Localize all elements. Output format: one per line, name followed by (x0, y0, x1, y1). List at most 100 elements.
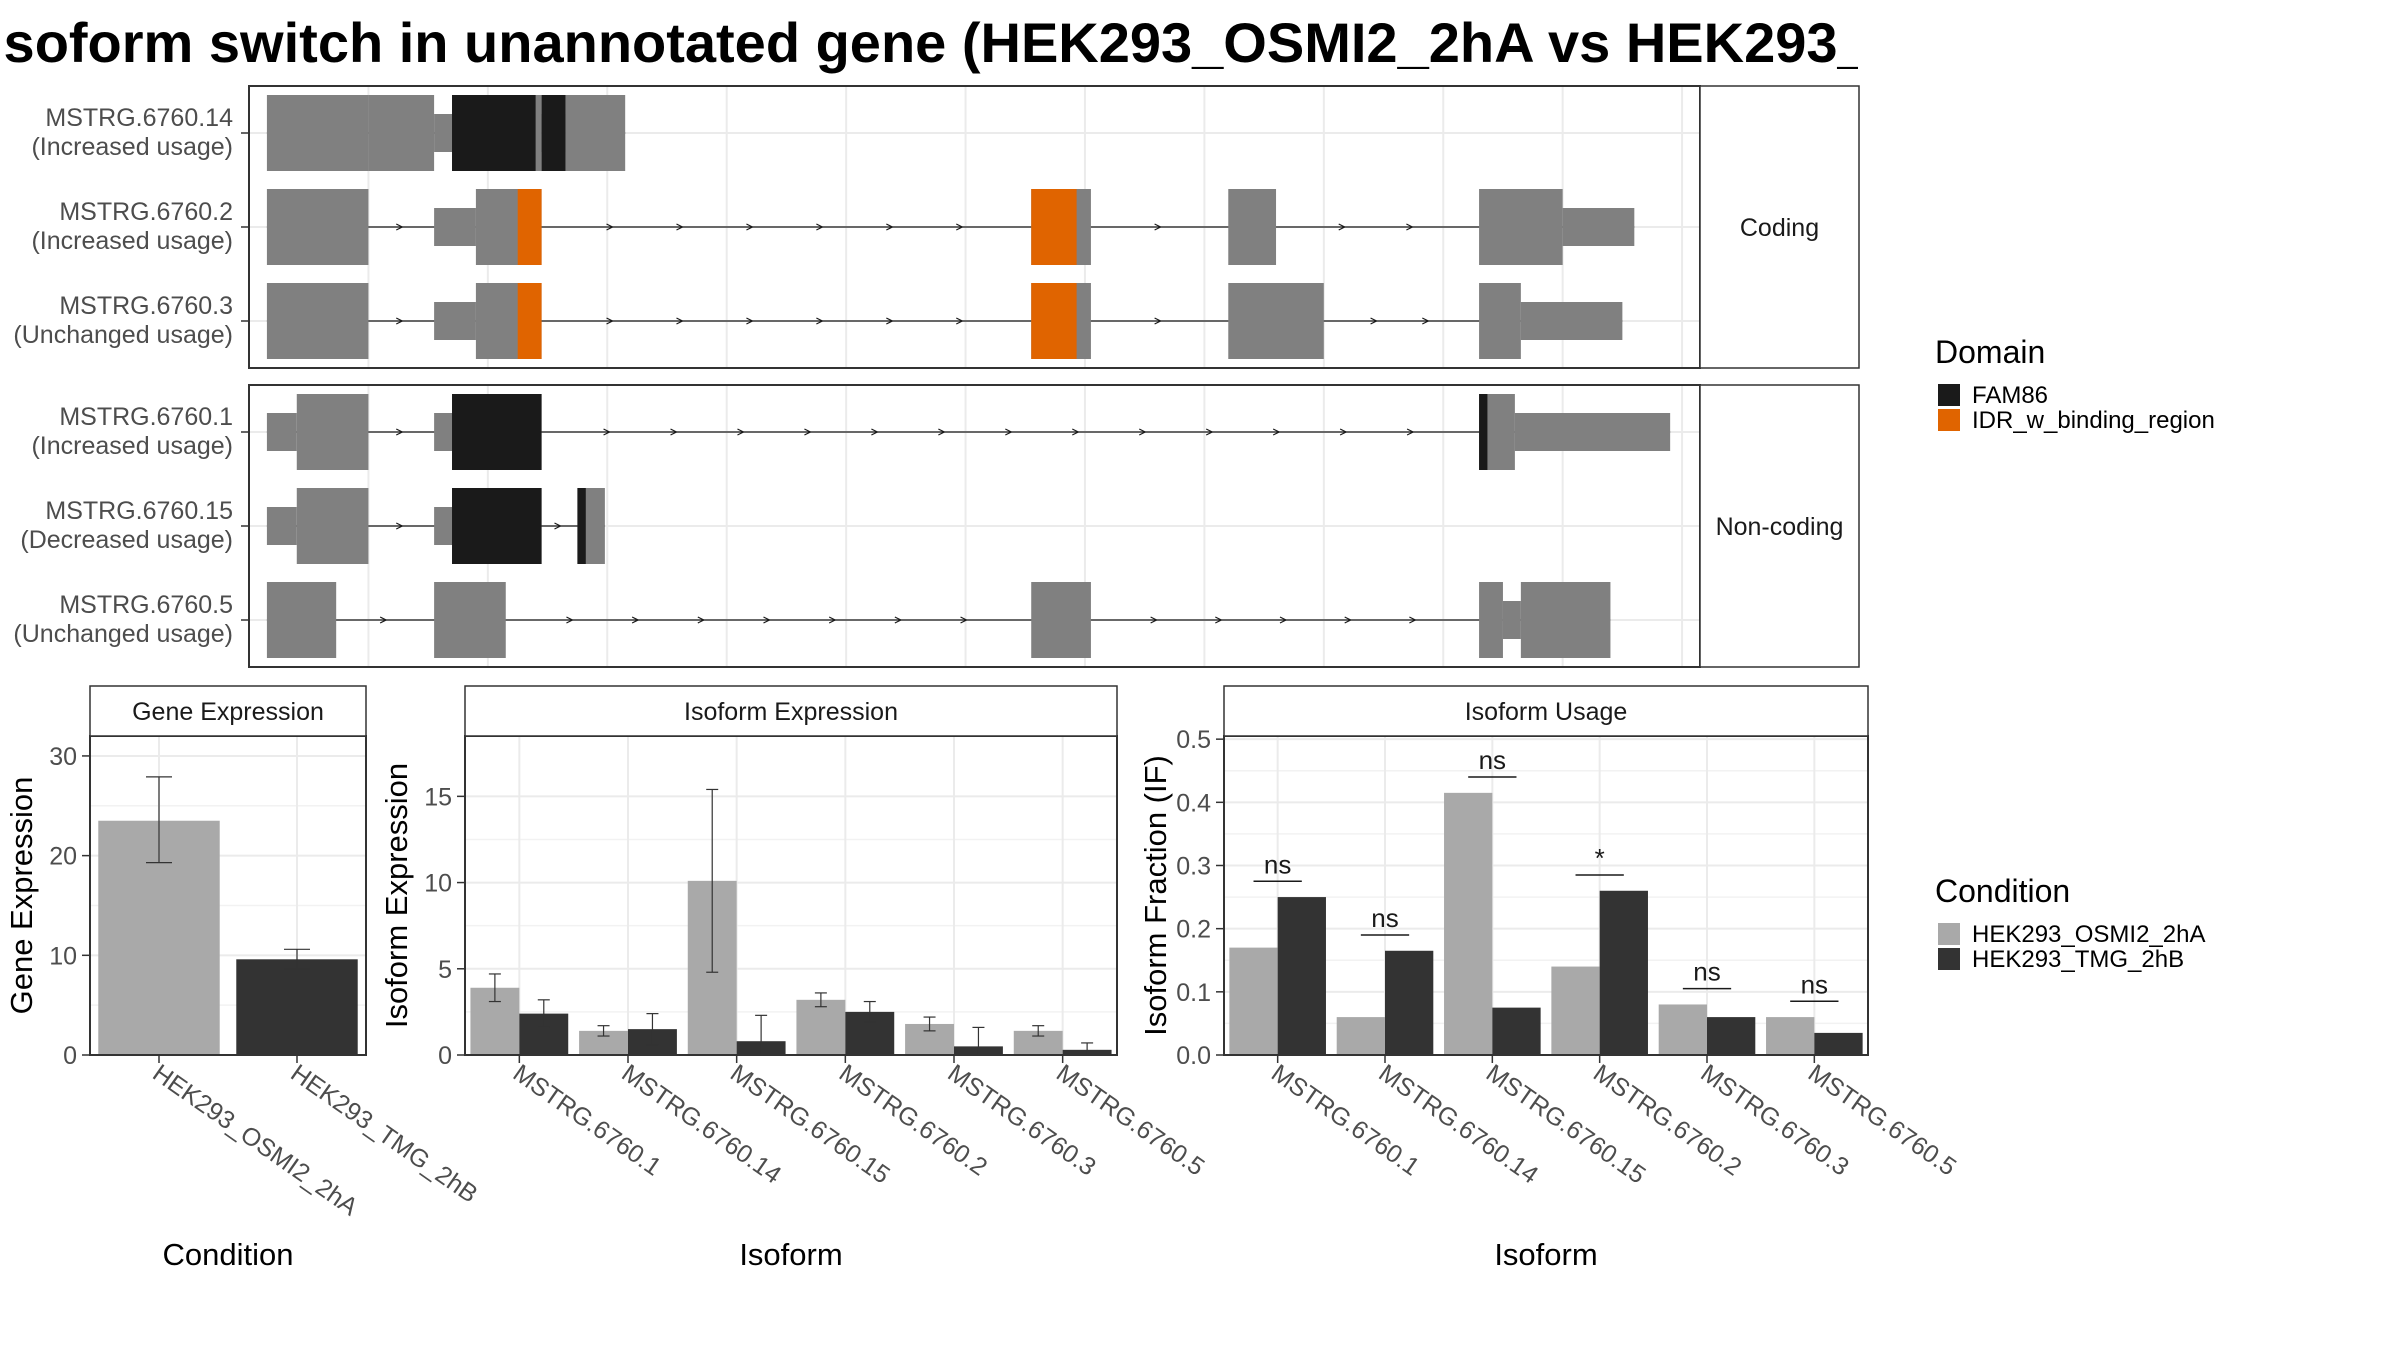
y-tick-label: 0.4 (1176, 789, 1211, 817)
intron-arrow (1272, 428, 1281, 436)
intron-arrow (886, 317, 894, 325)
bar (1766, 1017, 1815, 1055)
transcript-usage-label: (Increased usage) (31, 432, 233, 460)
significance-label: ns (1371, 903, 1398, 933)
intron-arrow (956, 223, 964, 231)
exon-block (266, 582, 337, 658)
exon-block (1479, 582, 1503, 658)
facet-strip (1699, 85, 1860, 369)
exon-block (1228, 283, 1324, 359)
bar (1277, 897, 1326, 1055)
intron-arrow (1339, 428, 1348, 436)
exon-block (266, 189, 369, 265)
exon-block (434, 413, 453, 451)
intron-arrow (1138, 428, 1147, 436)
bar (1444, 792, 1493, 1055)
intron-arrow (1072, 428, 1080, 436)
domain-legend-swatch (1938, 409, 1960, 431)
transcript-usage-label: (Increased usage) (31, 133, 233, 161)
intron-arrow (804, 428, 812, 436)
bar (1599, 890, 1648, 1055)
intron-arrow (956, 317, 964, 325)
panel-title: Isoform Expression (684, 698, 898, 726)
intron-arrow (1279, 616, 1288, 624)
panel-title: Isoform Usage (1465, 698, 1628, 726)
intron-arrow (395, 317, 404, 325)
intron-arrow (606, 223, 614, 231)
intron-arrow (816, 317, 824, 325)
exon-block (266, 413, 297, 451)
x-axis-title: Isoform (1494, 1237, 1597, 1272)
intron-arrow (1005, 428, 1013, 436)
y-tick-label: 0 (63, 1042, 77, 1070)
intron-arrow (1215, 616, 1223, 624)
transcript-id-label: MSTRG.6760.3 (59, 292, 233, 320)
intron-arrow (1205, 428, 1214, 436)
panel-title: Gene Expression (132, 698, 324, 726)
bar (1492, 1007, 1541, 1055)
intron-arrow (379, 616, 388, 624)
intron-arrow (631, 616, 640, 624)
domain-block (1031, 283, 1077, 359)
panel-title-strip (1223, 685, 1869, 737)
intron-arrow (1338, 223, 1347, 231)
panel-title-strip (89, 685, 367, 737)
exon-block (368, 95, 435, 171)
intron-arrow (395, 522, 404, 530)
domain-legend-label: IDR_w_binding_region (1972, 407, 2215, 434)
intron-arrow (1154, 223, 1162, 231)
intron-arrow (1406, 428, 1415, 436)
domain-legend-label: FAM86 (1972, 382, 2048, 409)
transcript-usage-label: (Unchanged usage) (13, 321, 233, 349)
exon-block (434, 302, 476, 340)
y-tick-label: 30 (49, 743, 77, 771)
exon-block (266, 507, 297, 545)
y-tick-label: 15 (424, 783, 452, 811)
domain-block (1031, 189, 1077, 265)
intron-arrow (554, 522, 562, 530)
transcript-usage-label: (Decreased usage) (20, 526, 233, 554)
y-tick-label: 0.3 (1176, 852, 1211, 880)
intron-arrow (1422, 317, 1430, 325)
transcript-id-label: MSTRG.6760.1 (59, 403, 233, 431)
exon-block (1228, 189, 1277, 265)
intron-arrow (603, 428, 611, 436)
bar (1385, 950, 1434, 1055)
exon-block (1562, 208, 1635, 246)
condition-legend-label: HEK293_OSMI2_2hA (1972, 921, 2205, 948)
exon-block (266, 95, 369, 171)
y-tick-label: 20 (49, 843, 77, 871)
intron-arrow (886, 223, 894, 231)
intron-arrow (816, 223, 824, 231)
condition-legend-swatch (1938, 948, 1960, 970)
intron-arrow (737, 428, 745, 436)
exon-block (296, 394, 369, 470)
intron-arrow (763, 616, 771, 624)
intron-arrow (1344, 616, 1353, 624)
y-tick-label: 0 (438, 1042, 452, 1070)
y-tick-label: 0.5 (1176, 726, 1211, 754)
facet-strip-label: Non-coding (1716, 513, 1844, 541)
intron-arrow (676, 317, 684, 325)
bar (236, 959, 358, 1055)
intron-arrow (395, 428, 404, 436)
exon-block (565, 95, 626, 171)
intron-arrow (670, 428, 678, 436)
intron-arrow (1150, 616, 1158, 624)
intron-arrow (746, 223, 754, 231)
intron-arrow (894, 616, 903, 624)
transcript-id-label: MSTRG.6760.5 (59, 591, 233, 619)
domain-block (1479, 394, 1488, 470)
intron-arrow (828, 616, 837, 624)
significance-label: * (1595, 843, 1605, 873)
exon-block (434, 114, 453, 152)
intron-arrow (1409, 616, 1417, 624)
domain-block (517, 283, 542, 359)
exon-block (434, 582, 506, 658)
x-axis-title: Condition (163, 1237, 294, 1272)
x-axis-title: Isoform (739, 1237, 842, 1272)
panel-title-strip (464, 685, 1118, 737)
bar (1658, 1004, 1707, 1055)
domain-block (577, 488, 586, 564)
